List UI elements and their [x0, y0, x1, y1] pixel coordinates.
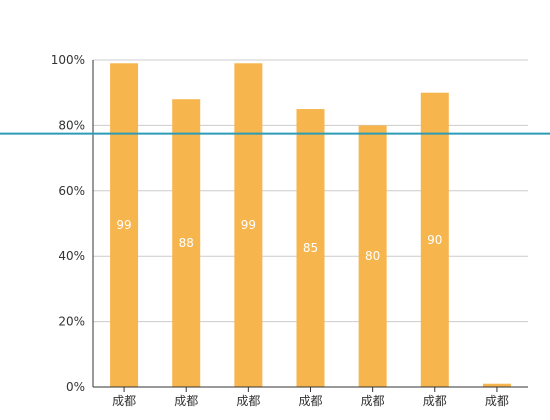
bar: [358, 125, 387, 388]
x-tick-label: 成都: [236, 394, 260, 408]
bar: [110, 63, 139, 388]
bar: [172, 99, 201, 388]
x-tick-label: 成都: [485, 394, 509, 408]
bar-value-label: 99: [116, 218, 131, 232]
bars: [110, 63, 511, 388]
y-tick-label: 60%: [58, 184, 85, 198]
bar-value-label: 80: [365, 249, 380, 263]
bar-value-label: 99: [241, 218, 256, 232]
y-axis-ticks: 0% 20% 40% 60% 80% 100%: [51, 53, 85, 394]
x-axis-ticks: 成都 成都 成都 成都 成都 成都 成都: [112, 387, 509, 408]
x-tick-label: 成都: [298, 394, 322, 408]
bar: [420, 92, 449, 387]
x-tick-label: 成都: [174, 394, 198, 408]
bar-value-label: 85: [303, 241, 318, 255]
y-tick-label: 100%: [51, 53, 85, 67]
x-tick-label: 成都: [112, 394, 136, 408]
data-labels: 99 88 99 85 80 90: [116, 218, 442, 263]
bar: [482, 383, 511, 387]
y-tick-label: 40%: [58, 249, 85, 263]
bar: [296, 109, 325, 388]
y-tick-label: 0%: [66, 380, 85, 394]
bar-value-label: 90: [427, 233, 442, 247]
y-tick-label: 20%: [58, 315, 85, 329]
x-tick-label: 成都: [423, 394, 447, 408]
y-tick-label: 80%: [58, 118, 85, 132]
bar-value-label: 88: [179, 236, 194, 250]
x-tick-label: 成都: [361, 394, 385, 408]
bar: [234, 63, 263, 388]
